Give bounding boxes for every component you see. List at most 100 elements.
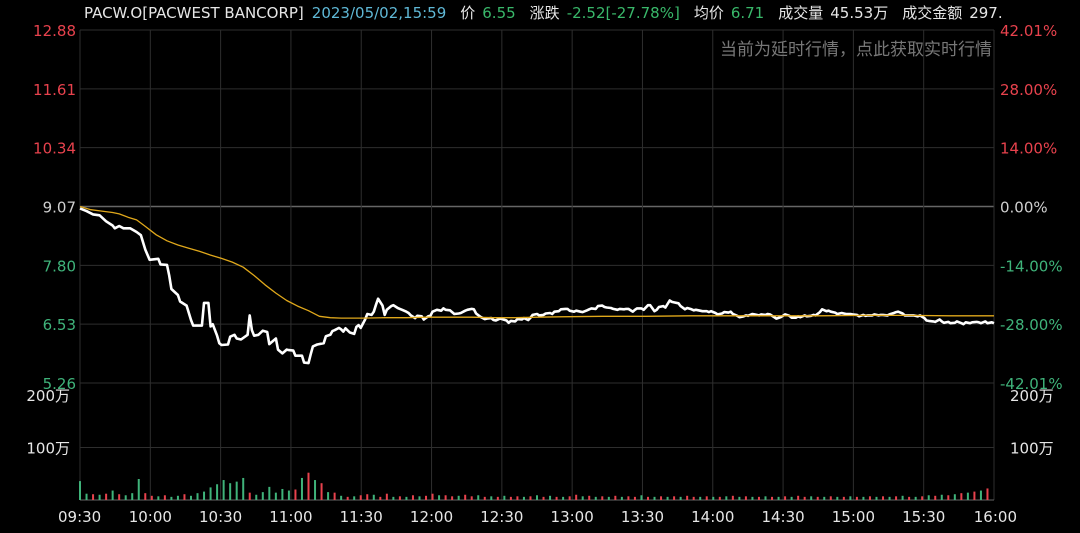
volume-bar: [581, 496, 584, 500]
volume-bar: [405, 496, 408, 500]
volume-bar: [627, 496, 630, 500]
volume-bar: [385, 493, 388, 500]
volume-bar: [176, 495, 179, 500]
volume-bar: [444, 495, 447, 500]
price-tick-label: 11.61: [33, 81, 76, 99]
volume-bar: [411, 495, 414, 500]
volume-value: 45.53万: [830, 4, 889, 22]
volume-bar: [601, 496, 604, 500]
volume-bar: [718, 496, 721, 500]
volume-bar: [333, 492, 336, 500]
percent-tick-label: 14.00%: [1000, 140, 1057, 158]
time-tick-label: 14:30: [761, 508, 804, 526]
volume-bar: [934, 495, 937, 500]
change-label: 涨跌: [529, 4, 560, 22]
volume-bar: [901, 495, 904, 500]
volume-tick-label: 200万: [1010, 387, 1054, 405]
volume-bar: [712, 496, 715, 500]
volume-bar: [653, 496, 656, 500]
volume-bar: [705, 496, 708, 500]
volume-bar: [379, 496, 382, 500]
volume-bar: [124, 495, 127, 500]
volume-bar: [92, 494, 95, 500]
percent-tick-label: -42.01%: [1000, 375, 1063, 393]
volume-bar: [464, 494, 467, 500]
volume-bar: [633, 496, 636, 500]
volume-bar: [222, 480, 225, 500]
volume-bar: [855, 496, 858, 500]
volume-bar: [105, 493, 108, 500]
volume-axis: 200万 200万 100万 100万: [26, 387, 1053, 458]
percent-tick-label: 28.00%: [1000, 81, 1057, 99]
percent-axis: 42.01% 28.00% 14.00% 0.00% -14.00% -28.00% -42…: [1000, 22, 1063, 393]
time-tick-label: 11:00: [269, 508, 312, 526]
volume-bar: [268, 486, 271, 500]
volume-bar: [757, 496, 760, 500]
volume-bar: [536, 495, 538, 500]
volume-bar: [940, 494, 943, 500]
volume-bar: [216, 484, 219, 500]
volume-bar: [614, 495, 617, 500]
volume-tick-label: 100万: [26, 440, 70, 458]
volume-bar: [927, 495, 930, 500]
volume-bar: [575, 494, 578, 500]
volume-bar: [764, 496, 767, 500]
volume-bar: [549, 495, 552, 500]
amount-value: 297.: [969, 4, 1003, 22]
volume-bar: [797, 495, 800, 500]
volume-bar: [555, 496, 558, 500]
delayed-quote-notice[interactable]: 当前为延时行情，点此获取实时行情: [720, 40, 992, 60]
volume-bar: [418, 496, 421, 500]
price-tick-label: 9.07: [43, 199, 76, 217]
volume-bar: [398, 496, 401, 500]
volume-bar: [150, 495, 153, 500]
average-price-line: [79, 205, 994, 319]
volume-bar: [731, 495, 734, 500]
volume-bar: [255, 494, 258, 500]
volume-bar: [973, 491, 976, 500]
volume-bar: [170, 496, 173, 500]
avg-price-label: 均价: [693, 4, 724, 22]
volume-bar: [438, 495, 441, 500]
price-tick-label: 12.88: [33, 22, 76, 40]
time-tick-label: 11:30: [340, 508, 383, 526]
stock-symbol[interactable]: PACW.O[PACWEST BANCORP]: [84, 4, 304, 22]
amount-label: 成交金额: [902, 4, 963, 22]
volume-tick-label: 200万: [26, 387, 70, 405]
volume-bar: [346, 496, 349, 500]
percent-tick-label: 0.00%: [1000, 199, 1048, 217]
volume-bars: [79, 472, 989, 500]
volume-bar: [790, 496, 793, 500]
time-tick-label: 14:00: [691, 508, 734, 526]
volume-bar: [679, 496, 682, 500]
price-axis: 12.88 11.61 10.34 9.07 7.80 6.53 5.26: [33, 22, 76, 393]
time-tick-label: 12:00: [410, 508, 453, 526]
volume-bar: [803, 496, 806, 500]
volume-bar: [359, 495, 362, 500]
time-axis: 09:30 10:00 10:30 11:00 11:30 12:00 12:30 13:00…: [58, 508, 1017, 526]
volume-bar: [516, 496, 519, 500]
price-value: 6.55: [482, 4, 516, 22]
volume-bar: [189, 495, 192, 500]
time-tick-label: 13:30: [621, 508, 664, 526]
volume-bar: [425, 495, 428, 500]
volume-bar: [261, 492, 264, 500]
volume-bar: [953, 494, 956, 500]
volume-bar: [673, 496, 676, 500]
volume-tick-label: 100万: [1010, 440, 1054, 458]
volume-bar: [986, 488, 989, 500]
volume-bar: [692, 496, 695, 500]
price-tick-label: 5.26: [43, 375, 76, 393]
volume-bar: [274, 492, 277, 500]
volume-bar: [666, 496, 669, 500]
volume-bar: [98, 494, 101, 500]
volume-bar: [960, 493, 963, 500]
volume-bar: [235, 481, 238, 500]
volume-bar: [248, 492, 251, 500]
time-tick-label: 09:30: [58, 508, 101, 526]
volume-bar: [111, 490, 114, 500]
avg-price-value: 6.71: [730, 4, 765, 22]
volume-bar: [607, 496, 610, 500]
volume-bar: [314, 480, 317, 500]
percent-tick-label: -14.00%: [1000, 257, 1063, 275]
